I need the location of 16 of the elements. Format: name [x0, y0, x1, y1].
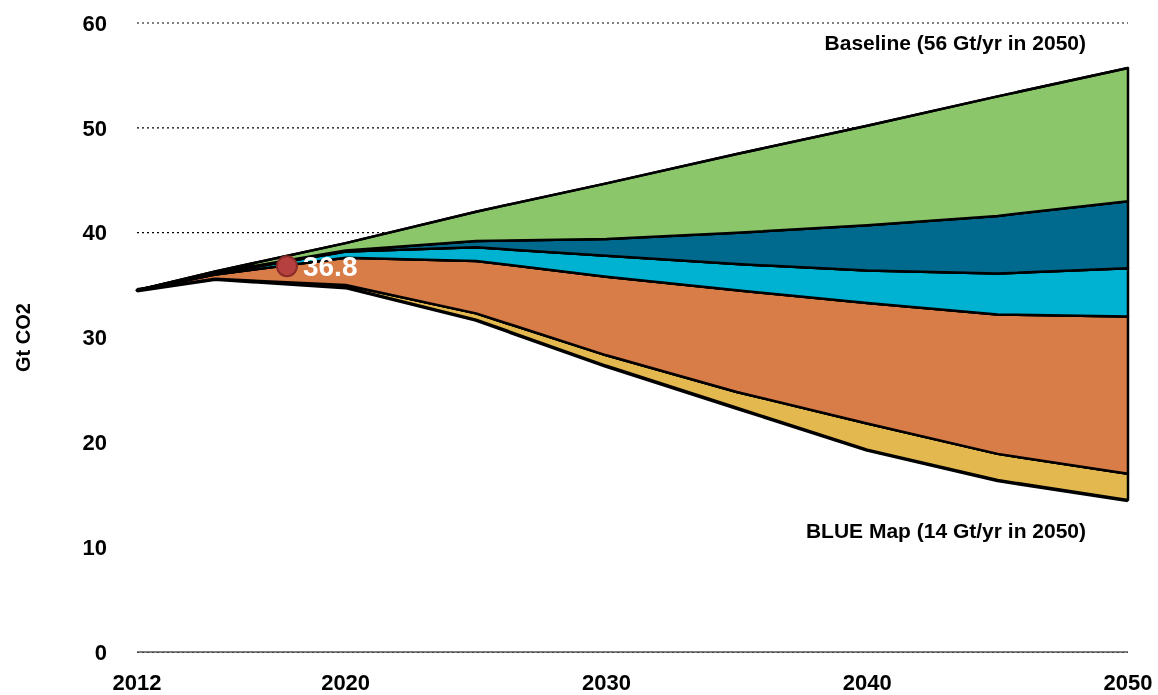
- x-tick-label: 2012: [112, 670, 162, 695]
- y-tick-label: 0: [94, 639, 107, 665]
- y-tick-label: 20: [82, 430, 107, 456]
- y-tick-label: 40: [82, 220, 107, 246]
- data-label: 36.8: [302, 251, 358, 283]
- y-tick-label: 30: [82, 325, 107, 351]
- y-tick-label: 10: [82, 534, 107, 560]
- y-tick-label: 60: [82, 10, 107, 36]
- y-tick-label: 50: [82, 115, 107, 141]
- x-tick-label: 2020: [321, 670, 371, 695]
- x-tick-label: 2040: [842, 670, 892, 695]
- y-axis-title: Gt CO2: [12, 303, 34, 372]
- x-tick-label: 2050: [1103, 670, 1153, 695]
- annotation: Baseline (56 Gt/yr in 2050): [824, 31, 1086, 55]
- annotation: BLUE Map (14 Gt/yr in 2050): [805, 518, 1086, 542]
- x-tick-label: 2030: [581, 670, 631, 695]
